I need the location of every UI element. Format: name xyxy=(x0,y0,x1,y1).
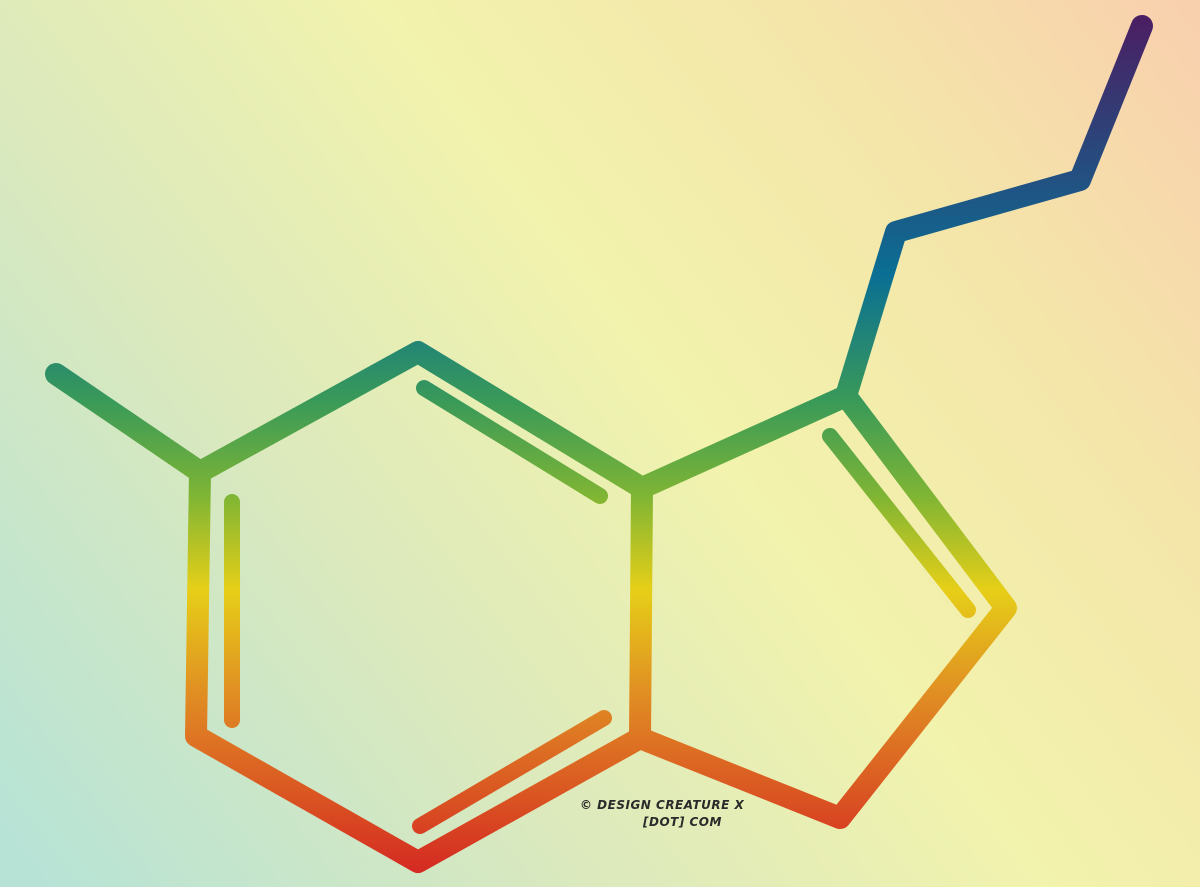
shared-ring-bond xyxy=(629,477,653,749)
ring-six-outer-bonds xyxy=(185,341,653,873)
ring-five-bonds xyxy=(629,385,1017,829)
double-bond-lower xyxy=(412,710,612,834)
molecule-structure xyxy=(45,15,1153,873)
double-bond-five-ring xyxy=(822,428,976,618)
ethyl-chain-bonds xyxy=(835,15,1153,407)
double-bond-upper xyxy=(416,380,608,504)
credit-line-2: [DOT] COM xyxy=(643,815,722,829)
methyl-bond xyxy=(45,363,211,483)
copyright-credit: © DESIGN CREATURE X [DOT] COM xyxy=(580,797,780,831)
credit-line-1: © DESIGN CREATURE X xyxy=(580,798,745,812)
